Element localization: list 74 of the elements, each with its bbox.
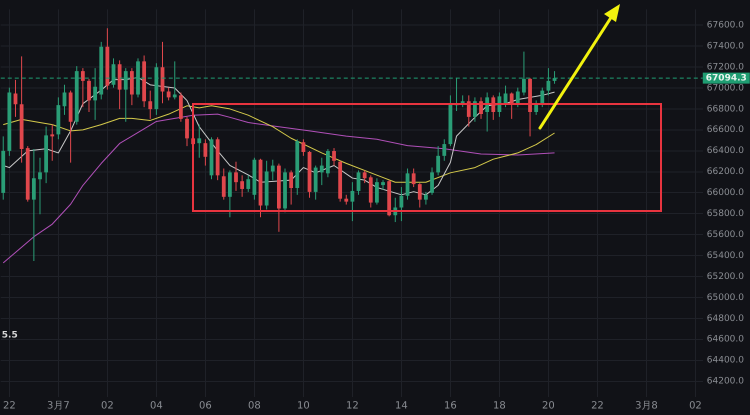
x-tick-label: 12	[346, 400, 359, 412]
candlestick	[301, 138, 306, 156]
candlestick	[185, 116, 189, 147]
x-tick-label: 10	[297, 400, 310, 412]
x-tick-label: 18	[493, 400, 506, 412]
annotation: 5.5	[2, 330, 18, 340]
y-tick-label: 65200.0	[706, 272, 744, 282]
candlestick	[332, 148, 336, 166]
candlestick	[270, 159, 275, 181]
candlestick	[326, 148, 330, 178]
y-tick-label: 64800.0	[706, 314, 744, 324]
x-tick-label: 3月7	[47, 400, 70, 412]
x-tick-label: 22	[2, 400, 16, 412]
y-tick-label: 67600.0	[706, 20, 744, 30]
x-tick-label: 02	[101, 400, 114, 412]
y-tick-label: 67000.0	[706, 83, 744, 94]
y-tick-label: 65600.0	[706, 230, 744, 240]
candlestick	[234, 161, 238, 192]
y-tick-label: 65800.0	[706, 209, 744, 220]
candlestick	[130, 68, 134, 106]
candlestick	[222, 168, 226, 200]
candlestick	[356, 170, 360, 196]
candlestick	[32, 148, 36, 262]
y-tick-label: 67400.0	[706, 41, 744, 52]
candlestick	[442, 138, 446, 162]
candlestick	[412, 168, 416, 188]
candlestick	[504, 85, 508, 108]
x-tick-label: 06	[199, 400, 212, 412]
candlestick	[50, 124, 54, 162]
x-tick-label: 20	[542, 400, 555, 412]
candlestick	[375, 178, 379, 206]
candlestick	[166, 87, 171, 101]
candlestick	[14, 79, 18, 118]
candlestick	[400, 186, 404, 222]
ref-line-label: 67094.3	[706, 73, 747, 84]
y-tick-label: 66000.0	[706, 188, 744, 198]
candlestick	[381, 180, 385, 190]
candlestick	[362, 170, 367, 184]
x-tick-label: 14	[395, 400, 408, 412]
y-tick-label: 66400.0	[706, 146, 744, 156]
candlestick	[62, 84, 66, 116]
candlestick	[240, 174, 244, 198]
candlestick	[38, 157, 42, 215]
y-tick-label: 65000.0	[706, 292, 744, 303]
x-tick-label: 3月8	[635, 400, 658, 412]
candlestick	[246, 174, 250, 192]
y-tick-label: 64600.0	[706, 334, 744, 345]
candlestick	[350, 182, 354, 222]
candlestick	[203, 138, 208, 166]
candlestick	[320, 157, 324, 186]
x-tick-label: 02	[689, 400, 702, 412]
candlestick	[424, 191, 428, 206]
candlestick	[178, 92, 183, 122]
candlestick	[344, 194, 348, 206]
y-tick-label: 64200.0	[706, 376, 744, 387]
candlestick	[289, 170, 294, 206]
x-tick-label: 22	[591, 400, 604, 412]
x-tick-label: 04	[150, 400, 163, 412]
candlestick	[498, 92, 502, 118]
x-tick-label: 16	[444, 400, 457, 412]
candlestick	[406, 168, 410, 200]
candlestick	[436, 146, 440, 176]
candlestick	[430, 166, 434, 196]
candlestick	[418, 182, 422, 208]
y-tick-label: 67200.0	[706, 62, 744, 72]
y-tick-label: 64400.0	[706, 356, 744, 366]
y-tick-label: 66800.0	[706, 104, 744, 114]
candlestick	[510, 92, 514, 120]
y-tick-label: 66600.0	[706, 125, 744, 136]
x-tick-label: 08	[248, 400, 261, 412]
y-tick-label: 66200.0	[706, 167, 744, 178]
candlestick	[80, 68, 85, 108]
y-tick-label: 65400.0	[706, 250, 744, 261]
candlestick	[87, 78, 91, 112]
